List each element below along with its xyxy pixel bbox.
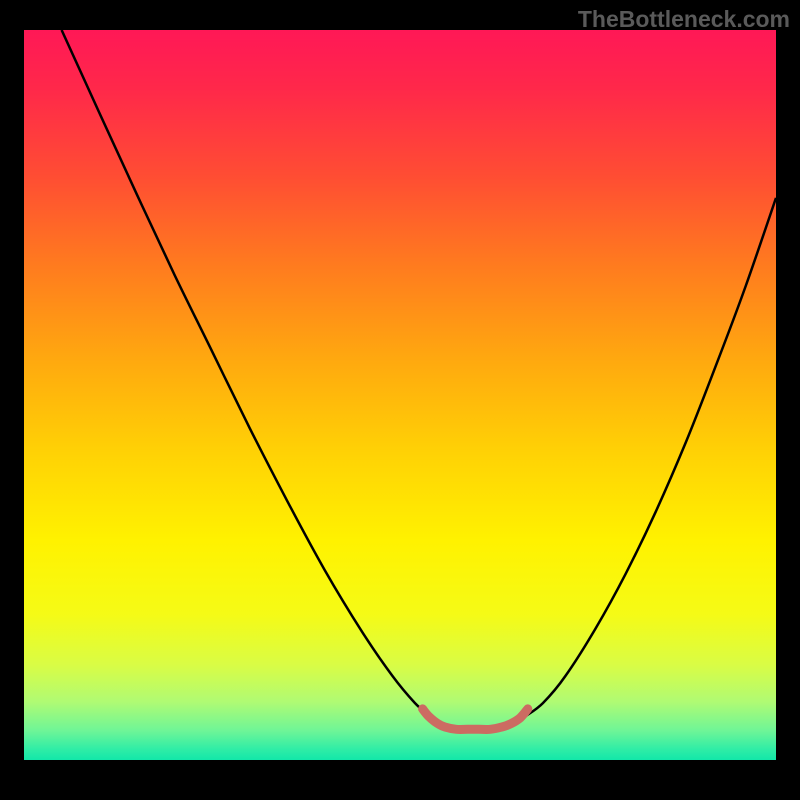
- left-curve: [62, 30, 431, 716]
- plot-area: [24, 30, 776, 760]
- chart-container: TheBottleneck.com: [0, 0, 800, 800]
- curve-layer: [24, 30, 776, 760]
- watermark-text: TheBottleneck.com: [578, 6, 790, 33]
- right-curve: [526, 198, 776, 716]
- bottom-segment: [423, 709, 528, 730]
